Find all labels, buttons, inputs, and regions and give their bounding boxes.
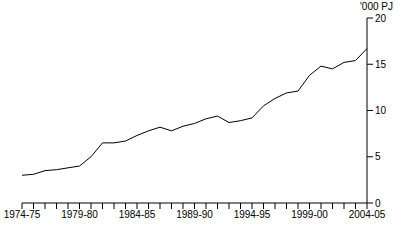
svg-text:1984-85: 1984-85	[119, 209, 156, 220]
html-text:'000 PJ: '000 PJ	[360, 1, 393, 12]
svg-text:0: 0	[375, 198, 381, 209]
svg-text:1979-80: 1979-80	[61, 209, 98, 220]
svg-text:5: 5	[375, 151, 381, 162]
svg-text:1989-90: 1989-90	[176, 209, 213, 220]
svg-text:1994-95: 1994-95	[234, 209, 271, 220]
svg-text:10: 10	[375, 105, 387, 116]
svg-text:15: 15	[375, 59, 387, 70]
svg-text:2004-05: 2004-05	[349, 209, 386, 220]
svg-text:1974-75: 1974-75	[8, 209, 41, 220]
svg-text:20: 20	[375, 13, 387, 24]
svg-text:1999-00: 1999-00	[291, 209, 328, 220]
